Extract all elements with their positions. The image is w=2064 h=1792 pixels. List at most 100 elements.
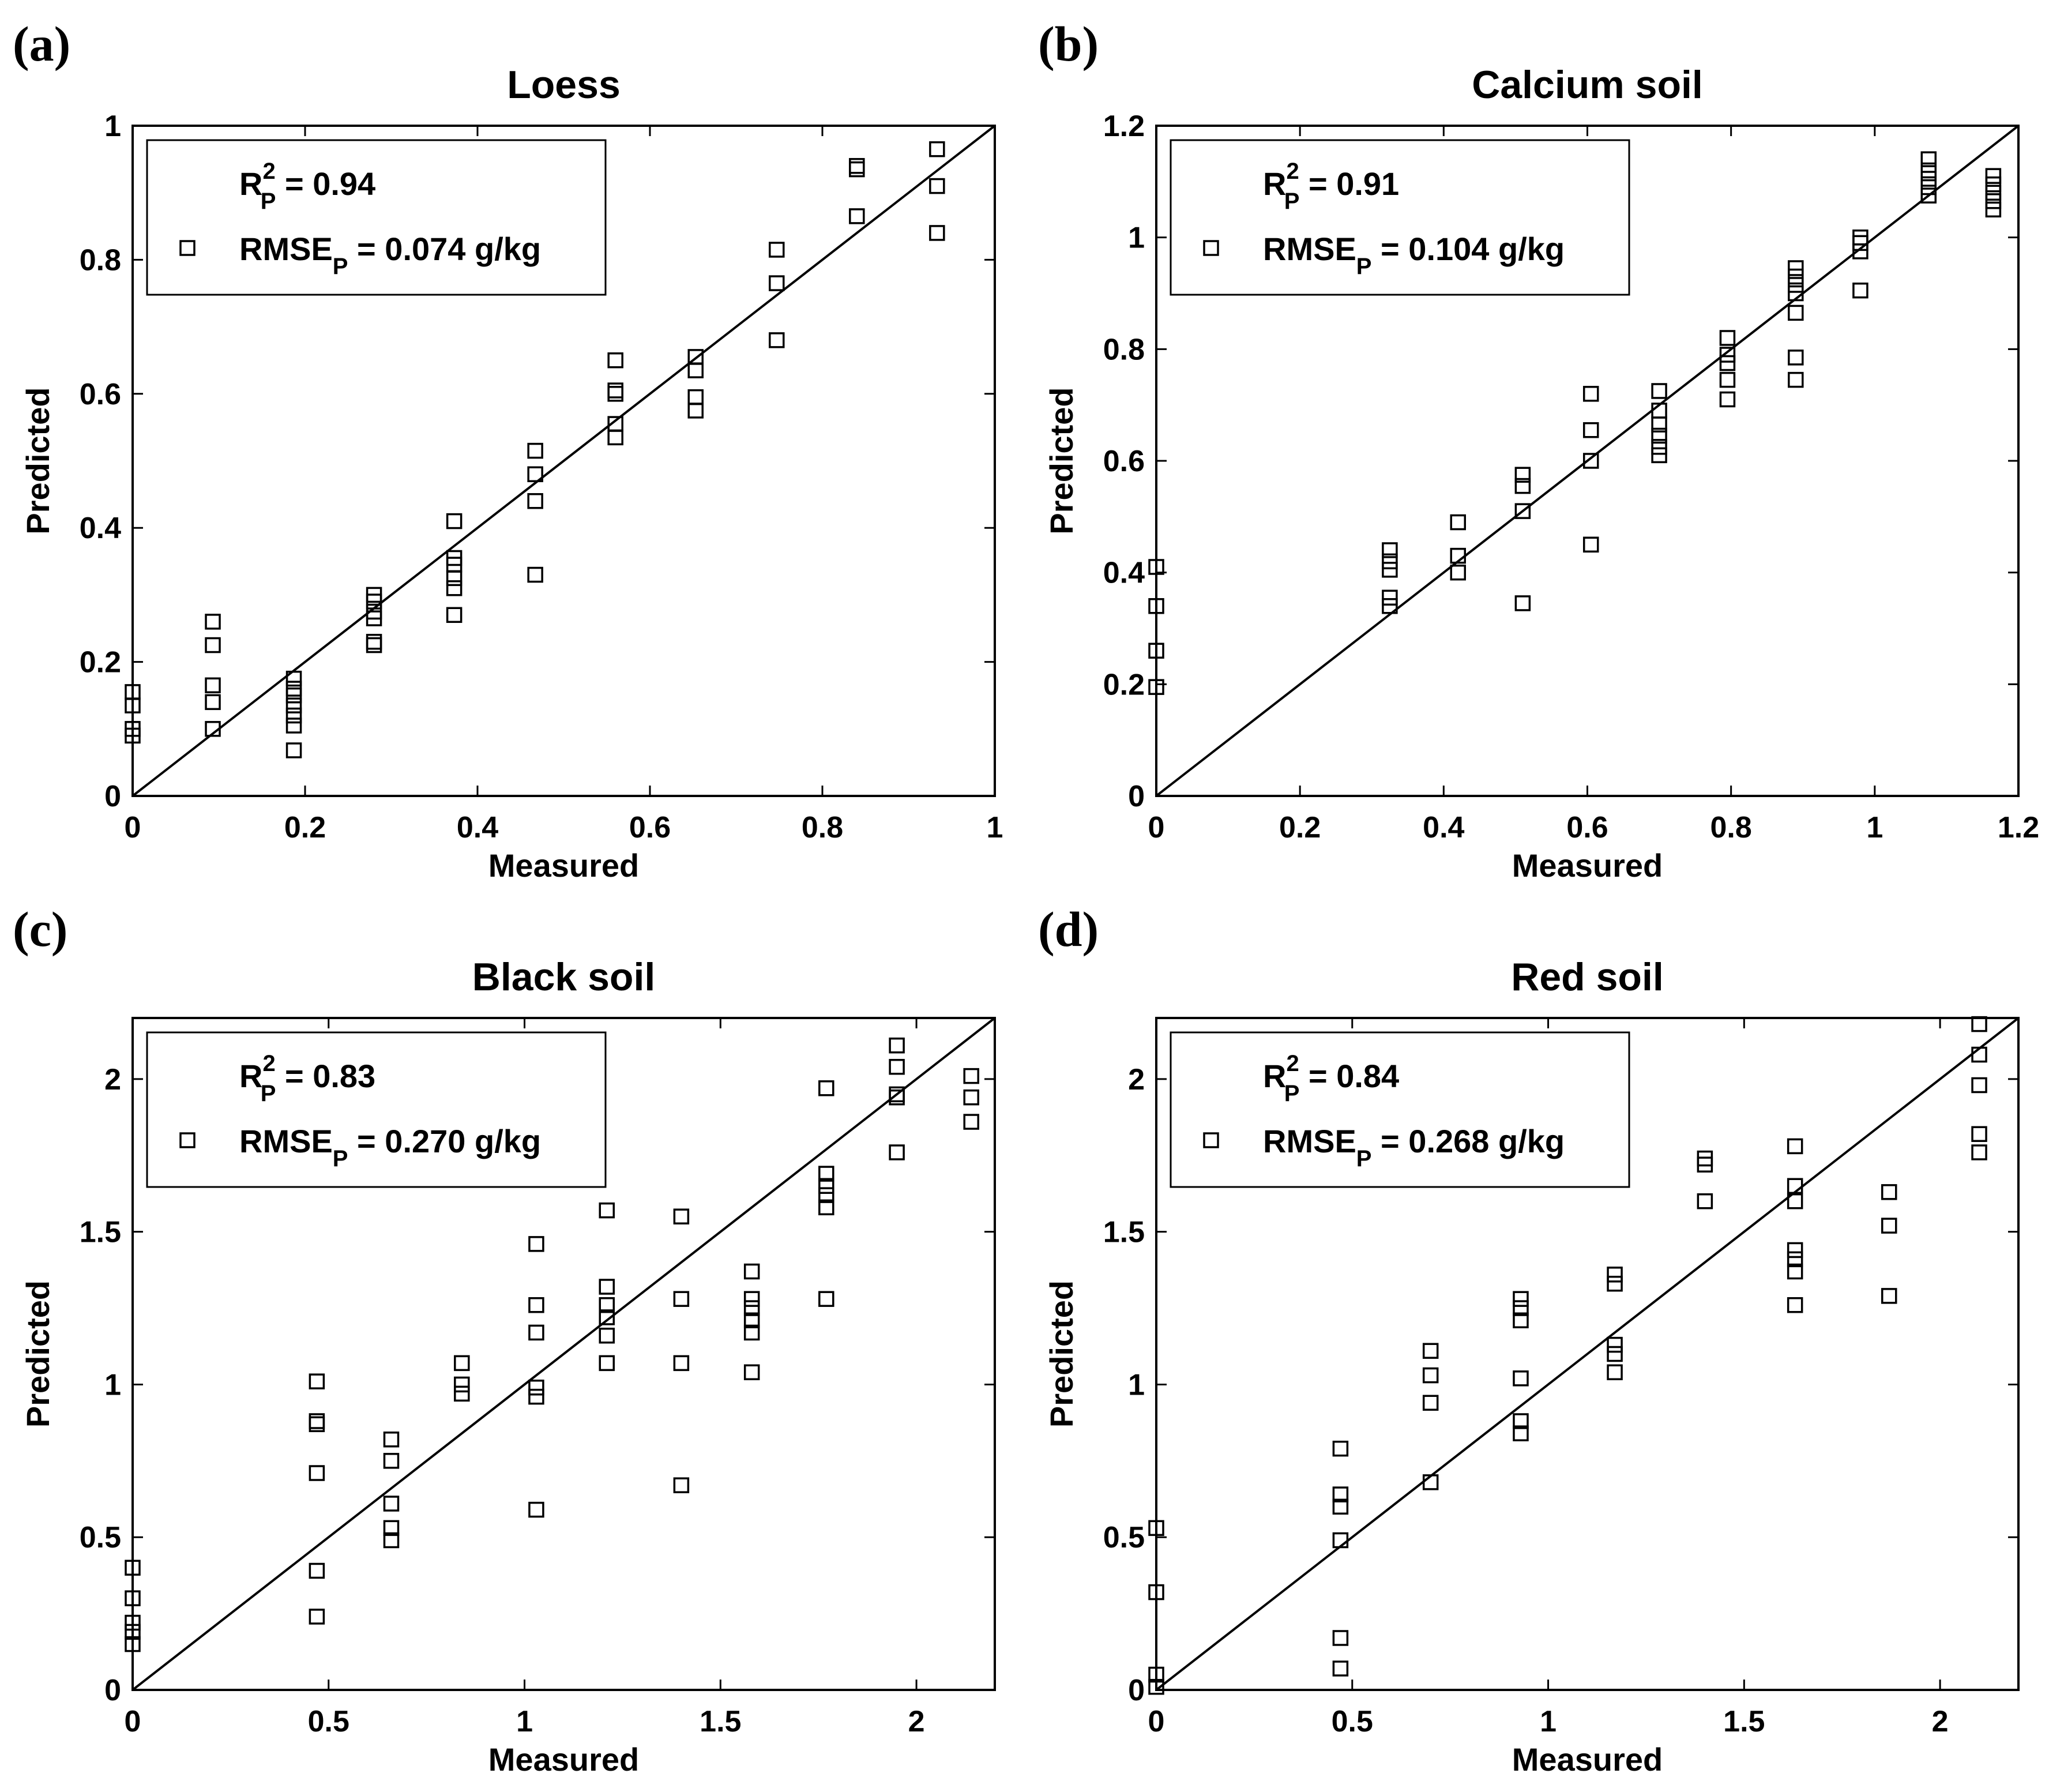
x-tick-label: 1 xyxy=(1540,1705,1557,1738)
data-point xyxy=(607,429,623,446)
data-point xyxy=(366,633,382,650)
data-point xyxy=(1881,1218,1897,1234)
data-point xyxy=(446,570,463,587)
x-axis-label: Measured xyxy=(1512,1741,1663,1778)
y-tick-label: 0 xyxy=(1128,1674,1145,1707)
data-point xyxy=(1148,1678,1164,1695)
data-point xyxy=(963,1114,979,1130)
data-point xyxy=(125,1614,141,1631)
data-point xyxy=(687,389,704,405)
data-point xyxy=(205,637,221,653)
data-point xyxy=(1788,305,1804,321)
data-point xyxy=(528,1388,544,1405)
reference-line-1to1 xyxy=(1155,125,2020,797)
data-point xyxy=(1651,383,1667,399)
y-tick-label: 2 xyxy=(1128,1063,1145,1096)
data-point xyxy=(1971,1016,1987,1032)
data-point xyxy=(1920,162,1937,179)
x-tick-label: 1.5 xyxy=(700,1705,741,1738)
data-point xyxy=(1719,355,1736,371)
panel-label: (d) xyxy=(1038,901,1099,957)
data-point xyxy=(454,1355,470,1372)
data-point xyxy=(383,1432,400,1448)
data-point xyxy=(309,1609,325,1625)
x-tick-label: 0 xyxy=(1148,1705,1165,1738)
x-tick-label: 0.5 xyxy=(308,1705,349,1738)
data-point xyxy=(1607,1336,1623,1353)
data-point xyxy=(1450,547,1466,564)
y-tick-label: 0.6 xyxy=(1103,445,1145,478)
r2-label: R xyxy=(239,166,262,202)
data-point xyxy=(673,1291,690,1307)
data-point xyxy=(309,1373,325,1389)
x-tick-label: 0.4 xyxy=(457,811,498,844)
data-point xyxy=(673,1477,690,1493)
data-point xyxy=(889,1144,905,1160)
data-point xyxy=(1607,1275,1623,1292)
r2-subscript: P xyxy=(1284,1081,1300,1106)
x-axis-label: Measured xyxy=(488,1741,639,1778)
data-point xyxy=(1920,187,1937,204)
data-point xyxy=(528,1236,544,1252)
data-point xyxy=(383,1496,400,1512)
data-point xyxy=(1651,447,1667,464)
data-point xyxy=(1514,478,1531,494)
r2-value: = 0.83 xyxy=(276,1058,375,1094)
data-point xyxy=(1148,559,1164,575)
data-point xyxy=(889,1086,905,1103)
legend-marker xyxy=(179,1132,196,1148)
data-point xyxy=(687,349,704,365)
data-point xyxy=(1651,427,1667,444)
data-point xyxy=(285,670,302,687)
data-point xyxy=(125,1560,141,1576)
chart-title: Loess xyxy=(507,63,621,107)
data-point xyxy=(1332,1532,1349,1549)
rmse-value: = 0.104 g/kg xyxy=(1371,231,1565,267)
x-tick-label: 0.8 xyxy=(802,811,843,844)
data-point xyxy=(743,1364,760,1381)
rmse-text: RMSEP = 0.074 g/kg xyxy=(239,231,541,279)
data-point xyxy=(1148,679,1164,695)
data-point xyxy=(454,1385,470,1402)
x-tick-label: 0 xyxy=(125,811,141,844)
x-tick-label: 1 xyxy=(516,1705,533,1738)
x-tick-label: 0.5 xyxy=(1332,1705,1373,1738)
data-point xyxy=(527,442,543,459)
data-point xyxy=(446,607,463,623)
panel-b: (b) Calcium soil 0 0.2 0.4 0.6 0.8 1 1.2 0 0.2 0.4 0… xyxy=(1038,16,2039,884)
x-tick-label: 0 xyxy=(125,1705,141,1738)
data-point xyxy=(366,637,382,653)
data-point xyxy=(383,1520,400,1536)
data-point xyxy=(769,275,785,291)
legend-box xyxy=(1170,1031,1630,1188)
data-point xyxy=(383,1453,400,1469)
axes-frame xyxy=(131,125,996,797)
y-tick-label: 1 xyxy=(104,1368,121,1402)
data-point xyxy=(1513,1413,1529,1429)
legend-box xyxy=(146,139,607,296)
r2-superscript: 2 xyxy=(1286,159,1299,184)
data-point xyxy=(1651,439,1667,455)
data-point xyxy=(599,1297,615,1313)
data-point xyxy=(1852,229,1868,246)
data-point xyxy=(205,677,221,694)
data-point xyxy=(1513,1425,1529,1441)
data-point xyxy=(1382,553,1398,570)
x-tick-label: 1 xyxy=(1866,811,1883,844)
x-tick-label: 0.4 xyxy=(1423,811,1464,844)
x-axis-label: Measured xyxy=(1512,847,1663,884)
data-point xyxy=(454,1376,470,1393)
data-point xyxy=(963,1089,979,1106)
data-point xyxy=(205,694,221,711)
rmse-value: = 0.270 g/kg xyxy=(348,1123,541,1159)
legend-box xyxy=(1170,139,1630,296)
panel-c: (c) Black soil 0 0.5 1 1.5 2 0 0.5 1 1.5 2 Measured P… xyxy=(13,901,996,1778)
panel-label: (a) xyxy=(13,16,70,72)
y-tick-label: 0.8 xyxy=(1103,333,1145,366)
y-tick-label: 0 xyxy=(104,780,121,813)
data-point xyxy=(1513,1291,1529,1307)
r2-superscript: 2 xyxy=(262,1051,275,1076)
data-point xyxy=(1697,1193,1713,1209)
data-point xyxy=(929,178,945,194)
data-point xyxy=(1719,347,1736,363)
